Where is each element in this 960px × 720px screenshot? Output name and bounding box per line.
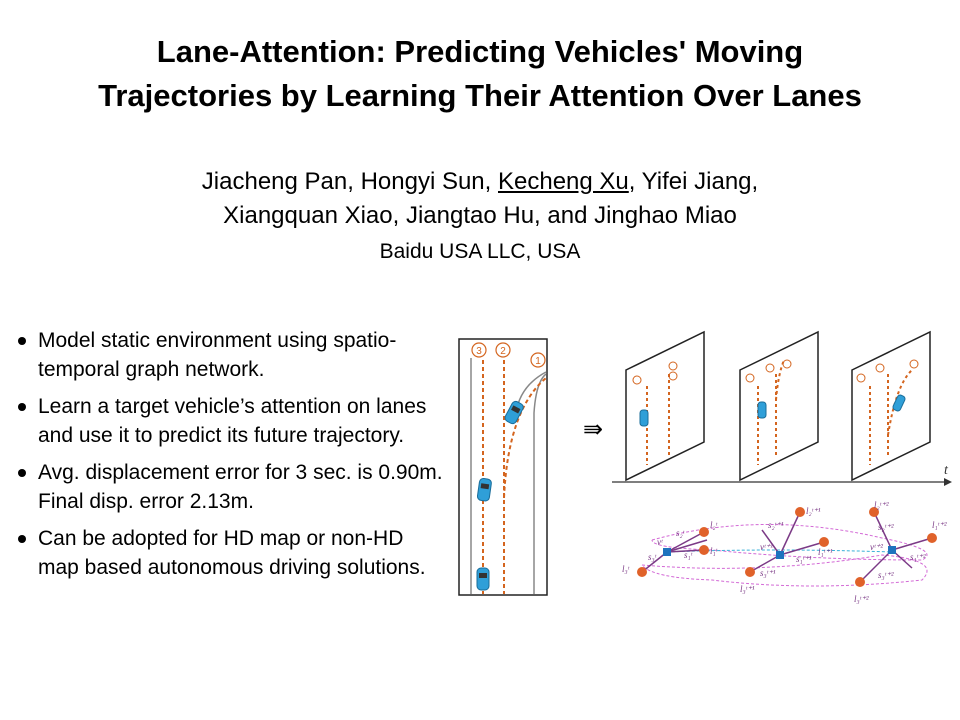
road-scene-figure: 3 2 1 — [458, 338, 548, 596]
implies-arrow-icon: ⇛ — [583, 416, 604, 443]
graph-node — [869, 507, 879, 517]
graph-label: s₁ᵗ⁺¹ — [796, 554, 812, 564]
bullet-item: Learn a target vehicle’s attention on la… — [16, 392, 446, 450]
spatio-temporal-graph: l₃ᵗ s₃ᵗ s₂ᵗ l₂ᵗ vᵗ s₁ᵗ l₁ᵗ s₂ᵗ⁺¹ l₂ᵗ⁺¹ v… — [622, 500, 947, 604]
bullet-item: Model static environment using spatio-te… — [16, 326, 446, 384]
bullet-item: Avg. displacement error for 3 sec. is 0.… — [16, 458, 446, 516]
graph-label: l₂ᵗ⁺² — [874, 500, 889, 510]
lane-label-1: 1 — [530, 352, 546, 368]
graph-label: vᵗ⁺² — [870, 542, 883, 552]
graph-node — [745, 567, 755, 577]
bullet-text: Can be adopted for HD map or non-HD map … — [38, 527, 426, 579]
vehicle-icon — [476, 567, 490, 591]
title-line-1: Lane-Attention: Predicting Vehicles' Mov… — [156, 34, 804, 69]
bullet-dot-icon — [18, 469, 26, 477]
graph-label: l₂ᵗ — [710, 520, 718, 530]
authors-line-1: Jiacheng Pan, Hongyi Sun, Kecheng Xu, Yi… — [0, 165, 960, 199]
graph-label: s₃ᵗ⁺² — [878, 570, 894, 580]
frame-1 — [625, 330, 705, 482]
graph-node — [637, 567, 647, 577]
frame-2 — [739, 330, 819, 482]
title-line-2: Trajectories by Learning Their Attention… — [98, 78, 862, 113]
graph-label: s₂ᵗ⁺² — [878, 522, 894, 532]
lane-label-3: 3 — [471, 342, 487, 358]
bullet-text: Avg. displacement error for 3 sec. is 0.… — [38, 461, 443, 513]
graph-node — [855, 577, 865, 587]
vehicle-node — [888, 546, 896, 554]
graph-node — [795, 507, 805, 517]
graph-label: l₁ᵗ⁺² — [932, 520, 947, 530]
svg-text:1: 1 — [535, 356, 541, 367]
authors-first: Jiacheng Pan, Hongyi Sun, — [201, 168, 498, 195]
graph-label: s₂ᵗ — [676, 528, 685, 538]
time-frames-figure: t — [612, 330, 952, 486]
graph-label: l₃ᵗ⁺¹ — [740, 584, 755, 594]
author-list: Jiacheng Pan, Hongyi Sun, Kecheng Xu, Yi… — [0, 165, 960, 233]
graph-label: s₃ᵗ⁺¹ — [760, 568, 776, 578]
graph-node — [699, 545, 709, 555]
time-axis — [612, 478, 952, 486]
authors-line-2: Xiangquan Xiao, Jiangtao Hu, and Jinghao… — [223, 202, 737, 229]
frame-3 — [851, 330, 931, 482]
bullet-dot-icon — [18, 535, 26, 543]
graph-label: vᵗ — [657, 537, 663, 547]
lane-label-2: 2 — [495, 342, 511, 358]
bullet-dot-icon — [18, 403, 26, 411]
bullet-dot-icon — [18, 337, 26, 345]
graph-node — [699, 527, 709, 537]
graph-node — [819, 537, 829, 547]
graph-label: vᵗ⁺¹ — [760, 542, 773, 552]
graph-node — [927, 533, 937, 543]
graph-label: l₃ᵗ — [622, 564, 630, 574]
time-axis-label: t — [944, 463, 949, 478]
vehicle-icon — [476, 478, 492, 502]
vehicle-node — [663, 548, 671, 556]
graph-label: l₁ᵗ⁺¹ — [818, 547, 833, 557]
graph-label: l₃ᵗ⁺² — [854, 594, 869, 604]
svg-text:3: 3 — [476, 346, 482, 357]
svg-text:2: 2 — [500, 346, 506, 357]
affiliation: Baidu USA LLC, USA — [379, 240, 581, 263]
bullet-item: Can be adopted for HD map or non-HD map … — [16, 524, 446, 582]
bullet-list: Model static environment using spatio-te… — [16, 326, 446, 590]
vehicle-icon — [504, 400, 524, 425]
bullet-text: Learn a target vehicle’s attention on la… — [38, 395, 427, 447]
slide-title: Lane-Attention: Predicting Vehicles' Mov… — [0, 30, 960, 118]
graph-label: l₂ᵗ⁺¹ — [806, 506, 821, 516]
graph-label: s₁ᵗ — [684, 550, 693, 560]
authors-rest: , Yifei Jiang, — [628, 168, 759, 195]
presenter-name: Kecheng Xu — [498, 168, 629, 195]
graph-label: s₃ᵗ — [648, 552, 657, 562]
graph-label: s₂ᵗ⁺¹ — [768, 520, 784, 530]
graph-label: s₁ᵗ⁺² — [910, 552, 926, 562]
graph-label: l₁ᵗ — [710, 546, 718, 556]
vehicle-node — [776, 551, 784, 559]
bullet-text: Model static environment using spatio-te… — [38, 329, 397, 381]
